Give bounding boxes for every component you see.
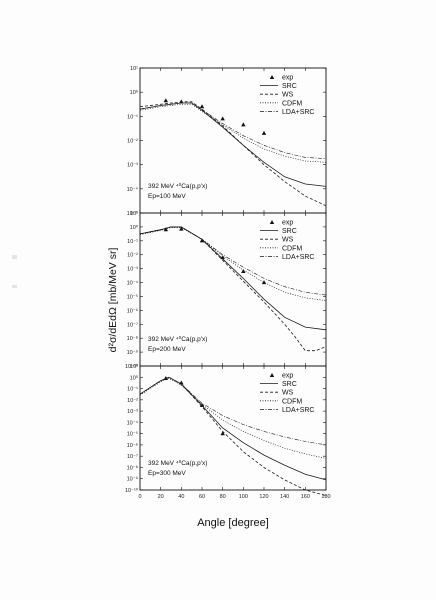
- y-tick-label: 10¹: [130, 211, 138, 217]
- data-point: [199, 238, 205, 243]
- x-tick-label: 60: [199, 494, 205, 500]
- y-tick-label: 10¹: [130, 364, 138, 370]
- y-tick-label: 10⁻¹: [127, 239, 138, 245]
- y-tick-label: 10⁻⁶: [127, 307, 138, 314]
- legend-entry: LDA+SRC: [282, 254, 314, 261]
- x-tick-label: 100: [239, 494, 248, 500]
- x-tick-label: 0: [138, 494, 141, 500]
- legend-entry: WS: [282, 92, 294, 99]
- y-tick-label: 10⁻⁴: [127, 280, 139, 287]
- legend-entry: exp: [282, 220, 293, 227]
- legend-entry: CDFM: [282, 245, 302, 252]
- energy-label: Ep=300 MeV: [148, 470, 186, 477]
- y-tick-label: 10⁻³: [127, 409, 138, 415]
- x-tick-label: 160: [301, 494, 310, 500]
- data-point: [241, 269, 246, 274]
- series-line: [139, 227, 327, 301]
- plot-frame: [139, 212, 327, 367]
- data-point: [220, 116, 225, 121]
- data-point: [241, 122, 246, 127]
- x-tick-label: 80: [220, 494, 226, 500]
- x-axis-label: Angle [degree]: [197, 517, 269, 529]
- y-tick-label: 10⁻¹⁰: [125, 487, 139, 494]
- series-line: [139, 226, 327, 296]
- y-tick-label: 10⁻²: [127, 253, 138, 259]
- series-line: [139, 226, 327, 331]
- legend-entry: CDFM: [282, 100, 302, 107]
- panel-2: 10¹ 10⁰ 10⁻¹ 10⁻² 10⁻³ 10⁻⁴ 10⁻⁵ 10⁻⁶ 10⁻⁷ 10⁻⁸ 10…: [125, 211, 327, 370]
- y-tick-label: 10⁻⁴: [127, 419, 139, 426]
- y-tick-label: 10⁻⁵: [127, 210, 138, 217]
- legend-entry: SRC: [282, 83, 297, 90]
- data-point: [261, 130, 267, 135]
- series-line: [139, 101, 327, 207]
- legend-entry: SRC: [282, 228, 297, 235]
- y-tick-label: 10⁻³: [127, 163, 138, 169]
- y-tick-label: 10⁻⁹: [127, 476, 138, 483]
- y-tick-label: 10⁻⁴: [127, 186, 139, 193]
- legend-entry: CDFM: [282, 398, 302, 405]
- legend-entry: WS: [282, 390, 294, 397]
- y-tick-label: 10⁰: [130, 224, 139, 231]
- legend-entry: SRC: [282, 381, 297, 388]
- y-tick-label: 10⁰: [130, 89, 139, 96]
- y-tick-label: 10⁻¹: [127, 114, 138, 120]
- series-line: [139, 376, 327, 446]
- reaction-label: 392 MeV ⁴⁰Ca(p,p'x): [148, 182, 207, 190]
- y-tick-label: 10⁻⁷: [127, 453, 138, 460]
- series-line: [139, 102, 327, 159]
- y-tick-label: 10⁻⁵: [127, 431, 138, 438]
- y-tick-label: 10⁻³: [127, 267, 138, 273]
- scan-mark: [12, 285, 17, 288]
- series-line: [139, 226, 327, 352]
- legend-marker: [269, 373, 275, 377]
- plot-frame: [139, 365, 327, 491]
- x-tick-label: 40: [178, 494, 184, 500]
- data-point: [163, 227, 169, 232]
- reaction-label: 392 MeV ⁴⁰Ca(p,p'x): [148, 335, 207, 343]
- panel-3: 10¹ 10⁰ 10⁻¹ 10⁻² 10⁻³ 10⁻⁴ 10⁻⁵ 10⁻⁶ 10⁻⁷ 10⁻⁸ 10…: [125, 364, 331, 500]
- y-tick-label: 10⁻⁵: [127, 293, 138, 300]
- y-tick-label: 10⁻²: [127, 398, 138, 404]
- legend-entry: LDA+SRC: [282, 407, 314, 414]
- series-line: [139, 378, 327, 459]
- legend-marker: [269, 75, 275, 79]
- scan-mark: [12, 255, 17, 259]
- y-tick-label: 10⁻¹: [127, 387, 138, 393]
- series-line: [139, 376, 327, 496]
- x-tick-label: 180: [321, 494, 330, 500]
- y-tick-label: 10¹: [130, 66, 138, 72]
- y-tick-label: 10⁻²: [127, 139, 138, 145]
- y-axis-label: d²σ/dEdΩ [mb/MeV sr]: [107, 248, 119, 353]
- x-tick-label: 140: [280, 494, 289, 500]
- y-tick-label: 10⁻⁹: [127, 349, 138, 356]
- legend-entry: exp: [282, 373, 293, 380]
- data-point: [199, 104, 205, 109]
- x-tick-label: 20: [158, 494, 164, 500]
- data-point: [163, 98, 169, 103]
- energy-label: Ep=100 MeV: [148, 193, 186, 200]
- y-tick-label: 10⁻¹⁰: [125, 363, 139, 370]
- y-tick-label: 10⁰: [130, 374, 139, 381]
- data-point: [220, 431, 225, 436]
- y-tick-label: 10⁻⁸: [127, 335, 138, 342]
- y-tick-label: 10⁻⁶: [127, 442, 138, 449]
- data-point: [179, 226, 184, 231]
- legend-marker: [269, 220, 275, 224]
- y-tick-label: 10⁻⁸: [127, 464, 138, 471]
- reaction-label: 392 MeV ⁴⁰Ca(p,p'x): [148, 459, 207, 467]
- legend-entry: exp: [282, 75, 293, 82]
- legend-entry: WS: [282, 237, 294, 244]
- y-tick-label: 10⁻⁷: [127, 321, 138, 328]
- x-tick-label: 120: [259, 494, 268, 500]
- legend-entry: LDA+SRC: [282, 109, 314, 116]
- energy-label: Ep=200 MeV: [148, 346, 186, 353]
